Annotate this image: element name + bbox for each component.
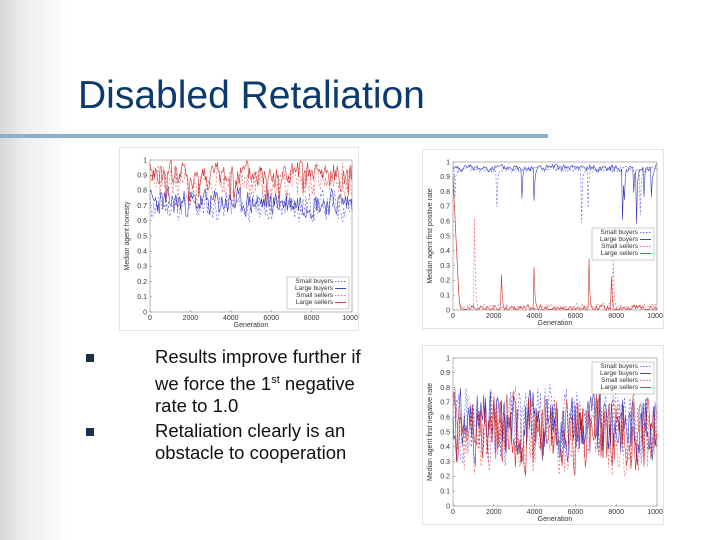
y-tick-label: 0.3: [137, 264, 147, 271]
series-line: [452, 176, 658, 311]
x-tick-label: 6000: [263, 315, 279, 322]
legend-entry: Large sellers: [601, 250, 639, 257]
y-tick-label: 1: [446, 159, 450, 166]
y-axis-label: Median agent first negative rate: [427, 383, 434, 481]
legend-entry: Large buyers: [600, 236, 639, 243]
first-negative-rate-chart: 0 0.1 0.2 0.3 0.4 0.5 0.6 0.7 0.8 0.9 1 0 2000 4000 60…: [423, 346, 663, 524]
x-tick-label: 2000: [486, 509, 502, 516]
y-tick-label: 0.6: [137, 218, 147, 225]
honesty-chart: 0 0.1 0.2 0.3 0.4 0.5 0.6 0.7 0.8 0.9 1 0 2000 4000 60…: [120, 148, 358, 330]
series-line: [149, 160, 353, 207]
y-tick-label: 0: [143, 309, 147, 316]
y-tick-label: 0.8: [440, 385, 450, 392]
x-tick-label: 8000: [608, 509, 624, 516]
legend-entry: Small sellers: [601, 243, 639, 250]
bullet-text-end: negative rate to 1.0: [155, 372, 355, 417]
y-tick-label: 0.7: [440, 400, 450, 407]
title-underline: [0, 134, 548, 138]
legend-entry: Small buyers: [295, 278, 333, 285]
x-tick-label: 0: [148, 315, 152, 322]
y-tick-label: 0.7: [137, 203, 147, 210]
legend-entry: Small buyers: [600, 363, 638, 370]
y-tick-label: 0.2: [137, 279, 147, 286]
x-tick-label: 6000: [568, 313, 584, 320]
y-tick-label: 0.7: [440, 204, 450, 211]
x-tick-label: 4000: [223, 315, 239, 322]
honesty-chart-svg: 0 0.1 0.2 0.3 0.4 0.5 0.6 0.7 0.8 0.9 1 0 2000 4000 60…: [124, 157, 358, 329]
y-tick-label: 0.9: [440, 174, 450, 181]
legend-entry: Small sellers: [601, 377, 639, 384]
first-positive-rate-chart: 0 0.1 0.2 0.3 0.4 0.5 0.6 0.7 0.8 0.9 1 0 2000 4000 60…: [423, 150, 663, 328]
y-tick-label: 0.5: [440, 429, 450, 436]
legend-entry: Large sellers: [296, 299, 334, 306]
y-tick-label: 0.2: [440, 474, 450, 481]
x-tick-label: 4000: [527, 509, 543, 516]
x-tick-label: 2000: [183, 315, 199, 322]
x-tick-label: 0: [451, 509, 455, 516]
x-tick-label: 10000: [647, 509, 663, 516]
x-tick-label: 4000: [527, 313, 543, 320]
bullet-text: Retaliation clearly is an obstacle to co…: [155, 419, 347, 464]
y-tick-label: 0.4: [440, 248, 450, 255]
bullet-list: Results improve further if we force the …: [85, 346, 385, 465]
x-tick-label: 8000: [304, 315, 320, 322]
slide-title: Disabled Retaliation: [78, 74, 425, 117]
y-tick-label: 0.4: [137, 249, 147, 256]
series-line: [452, 163, 658, 224]
legend-entry: Small buyers: [600, 229, 638, 236]
y-tick-label: 1: [446, 355, 450, 362]
y-tick-label: 1: [143, 157, 147, 164]
legend-entry: Large sellers: [601, 384, 639, 391]
y-tick-label: 0: [446, 307, 450, 314]
y-tick-label: 0.8: [440, 189, 450, 196]
y-tick-label: 0.1: [440, 293, 450, 300]
y-tick-label: 0.3: [440, 263, 450, 270]
bullet-item: Retaliation clearly is an obstacle to co…: [85, 420, 385, 465]
y-tick-label: 0.4: [440, 444, 450, 451]
y-tick-label: 0.9: [137, 173, 147, 180]
y-tick-label: 0.3: [440, 459, 450, 466]
x-tick-label: 10000: [342, 315, 358, 322]
first-positive-rate-chart-svg: 0 0.1 0.2 0.3 0.4 0.5 0.6 0.7 0.8 0.9 1 0 2000 4000 60…: [427, 159, 663, 327]
legend-box: [591, 227, 655, 261]
y-tick-label: 0.6: [440, 415, 450, 422]
legend-entry: Large buyers: [295, 285, 334, 292]
y-tick-label: 0.5: [440, 233, 450, 240]
y-tick-label: 0.2: [440, 278, 450, 285]
y-tick-label: 0: [446, 503, 450, 510]
square-bullet-icon: [86, 354, 94, 362]
y-tick-label: 0.6: [440, 219, 450, 226]
series-line: [149, 161, 353, 213]
y-axis-label: Median agent first positive rate: [427, 188, 434, 283]
x-axis-label: Generation: [538, 320, 573, 327]
y-tick-label: 0.1: [137, 294, 147, 301]
x-axis-label: Generation: [538, 516, 573, 523]
y-axis-label: Median agent honesty: [124, 201, 131, 270]
y-tick-label: 0.5: [137, 233, 147, 240]
bullet-text: Results improve further if we force the …: [155, 346, 361, 394]
legend-entry: Small sellers: [296, 292, 334, 299]
x-tick-label: 0: [451, 313, 455, 320]
series-line: [452, 165, 658, 223]
square-bullet-icon: [86, 427, 94, 436]
legend-box: [286, 276, 350, 310]
y-tick-label: 0.8: [137, 188, 147, 195]
y-tick-label: 0.1: [440, 489, 450, 496]
x-tick-label: 8000: [608, 313, 624, 320]
legend-box: [591, 361, 655, 395]
series-line: [452, 392, 658, 476]
bullet-superscript: st: [271, 373, 280, 386]
series-line: [149, 186, 353, 219]
bullet-item: Results improve further if we force the …: [85, 346, 385, 418]
y-tick-label: 0.9: [440, 370, 450, 377]
x-axis-label: Generation: [234, 322, 269, 329]
x-tick-label: 2000: [486, 313, 502, 320]
x-tick-label: 10000: [647, 313, 663, 320]
first-negative-rate-chart-svg: 0 0.1 0.2 0.3 0.4 0.5 0.6 0.7 0.8 0.9 1 0 2000 4000 60…: [427, 355, 663, 523]
x-tick-label: 6000: [568, 509, 584, 516]
legend-entry: Large buyers: [600, 370, 639, 377]
